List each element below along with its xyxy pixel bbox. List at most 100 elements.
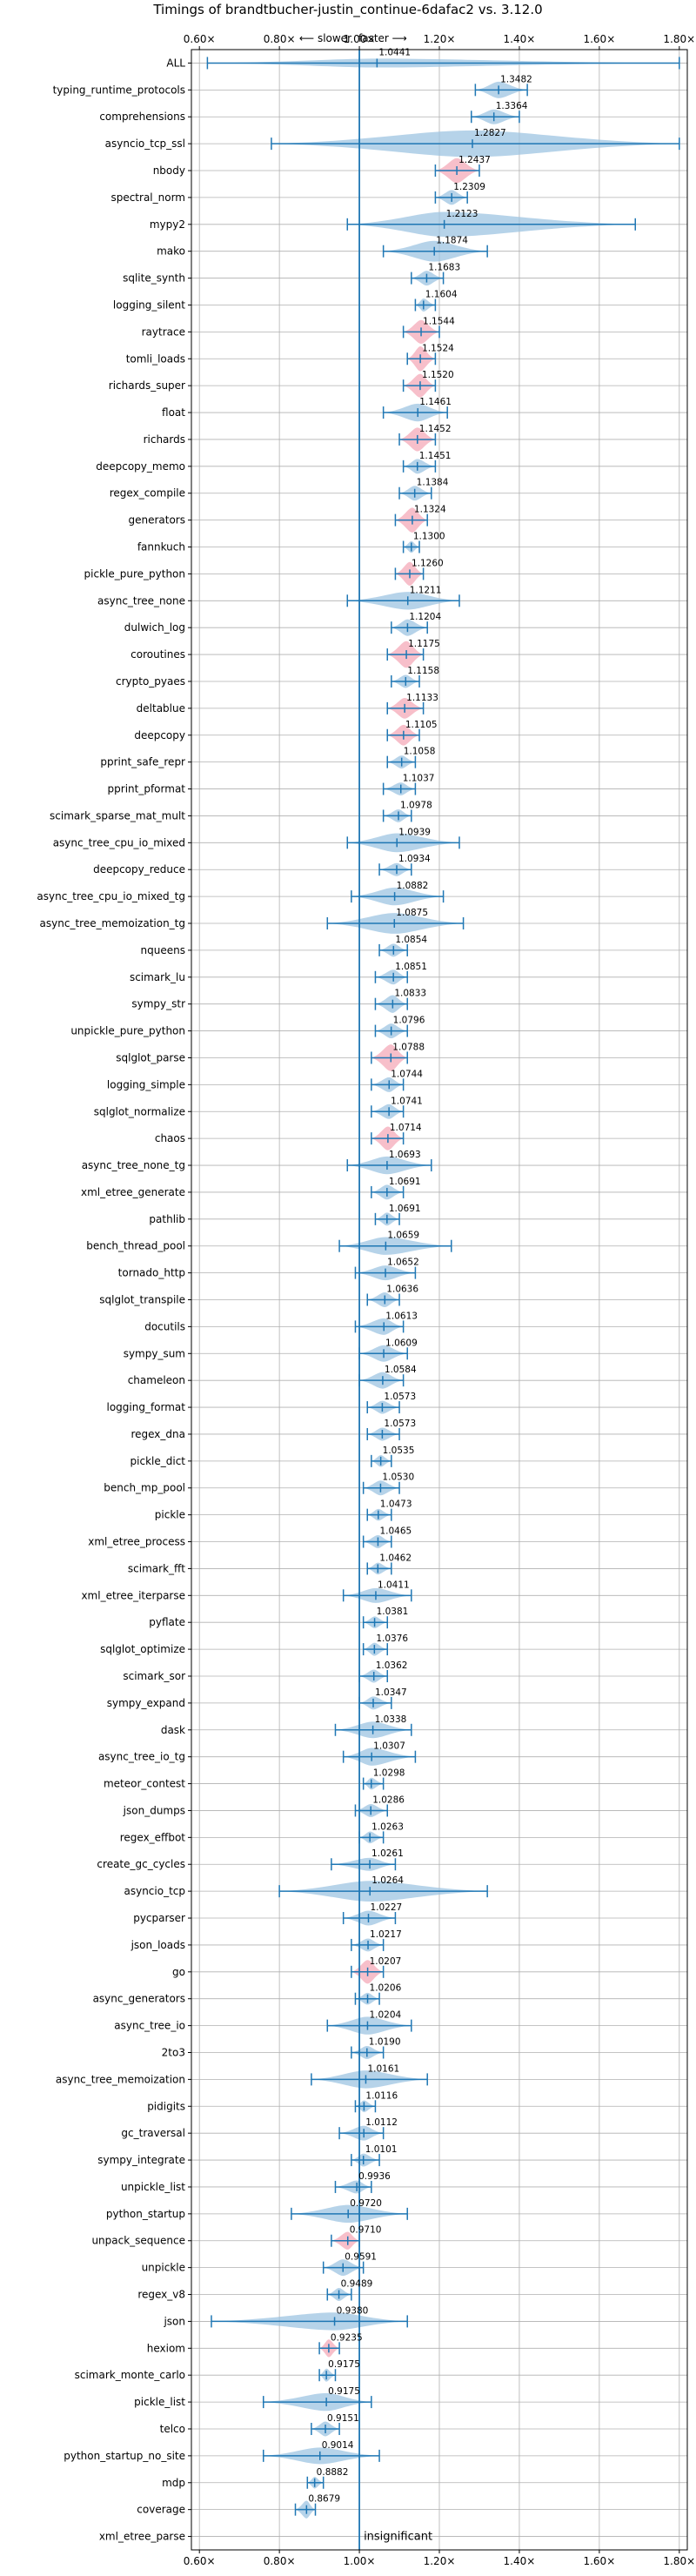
value-label: 1.0882 — [397, 881, 429, 891]
value-label: 1.0206 — [370, 1983, 402, 1994]
benchmark-label: xml_etree_parse — [99, 2531, 185, 2543]
value-label: 0.9720 — [350, 2198, 382, 2209]
value-label: 1.0217 — [370, 1929, 402, 1940]
value-label: 1.1524 — [422, 343, 454, 353]
benchmark-label: deepcopy_memo — [96, 460, 185, 473]
value-label: 1.2437 — [458, 155, 491, 165]
value-label: 0.8679 — [308, 2494, 340, 2505]
benchmark-label: hexiom — [147, 2342, 185, 2354]
benchmark-label: pickle_pure_python — [84, 567, 185, 580]
value-label: 1.0609 — [385, 1338, 418, 1348]
value-label: 1.0263 — [371, 1821, 404, 1832]
benchmark-label: coroutines — [130, 648, 185, 661]
x-tick-label-bottom: 1.40× — [504, 2555, 536, 2567]
value-label: 1.0462 — [379, 1553, 412, 1563]
value-label: 1.1105 — [405, 720, 438, 730]
value-label: 1.1300 — [413, 532, 445, 542]
plot-frame — [191, 49, 688, 2551]
value-label: 1.1260 — [412, 558, 444, 568]
benchmark-label: scimark_lu — [130, 971, 185, 983]
value-label: 1.0573 — [384, 1419, 416, 1429]
benchmark-label: xml_etree_process — [88, 1536, 185, 1548]
slower-label: ⟵ slower — [299, 32, 351, 44]
benchmark-label: generators — [128, 514, 185, 527]
value-label: 1.1604 — [425, 289, 458, 299]
benchmark-label: scimark_sor — [123, 1670, 185, 1682]
benchmark-label: json — [163, 2315, 185, 2327]
value-label: 1.0338 — [375, 1714, 407, 1725]
benchmark-label: deepcopy — [134, 729, 185, 741]
value-label: 0.9380 — [337, 2305, 369, 2316]
benchmark-label: telco — [160, 2423, 185, 2435]
benchmark-label: async_tree_none — [97, 594, 185, 607]
benchmark-label: dulwich_log — [124, 621, 185, 634]
benchmark-label: pickle_dict — [130, 1455, 186, 1467]
benchmark-label: asyncio_tcp — [124, 1885, 185, 1897]
value-label: 1.1058 — [404, 747, 436, 757]
value-label: 1.0376 — [376, 1633, 408, 1644]
value-label: 1.0693 — [389, 1150, 421, 1160]
x-tick-label-top: 1.80× — [663, 33, 695, 45]
violins — [206, 57, 680, 2519]
chart-title: Timings of brandtbucher-justin_continue-… — [152, 2, 542, 18]
x-axis: 0.60× 0.60× 0.80× 0.80× 1.00× 1.00× 1.20× 1.20×… — [184, 33, 695, 2567]
benchmark-label: deltablue — [137, 702, 185, 714]
benchmark-label: tomli_loads — [126, 352, 185, 365]
value-label: 1.1452 — [419, 424, 452, 434]
benchmark-label: create_gc_cycles — [97, 1858, 185, 1870]
benchmark-label: mako — [157, 245, 185, 258]
value-label: 0.9710 — [350, 2225, 382, 2236]
benchmark-label: logging_format — [106, 1401, 185, 1413]
value-label: 1.0101 — [365, 2144, 398, 2155]
value-label: 1.0636 — [386, 1285, 418, 1295]
insignificant-label: insignificant — [364, 2531, 432, 2544]
x-tick-label-bottom: 1.20× — [424, 2555, 456, 2567]
benchmark-label: ALL — [166, 57, 185, 69]
benchmark-label: raytrace — [142, 325, 185, 338]
value-label: 1.1544 — [423, 316, 455, 326]
benchmark-label: chaos — [155, 1132, 185, 1144]
value-label: 1.1204 — [409, 612, 441, 622]
value-label: 1.0714 — [390, 1123, 422, 1133]
value-label: 1.0473 — [380, 1499, 412, 1510]
benchmark-label: logging_simple — [107, 1078, 185, 1090]
benchmark-label: scimark_sparse_mat_mult — [50, 809, 185, 822]
value-label: 0.9151 — [327, 2413, 359, 2424]
value-label: 1.1037 — [403, 774, 435, 784]
grid — [191, 50, 687, 2550]
value-label: 1.1683 — [428, 263, 460, 273]
benchmark-label: go — [172, 1966, 185, 1978]
value-label: 1.0613 — [385, 1311, 418, 1321]
x-tick-label-top: 1.40× — [504, 33, 536, 45]
value-label: 0.9014 — [322, 2440, 354, 2451]
value-label: 1.0298 — [373, 1768, 405, 1779]
benchmark-label: python_startup_no_site — [64, 2450, 185, 2462]
value-label: 1.3482 — [500, 74, 532, 84]
value-label: 0.9936 — [358, 2171, 391, 2182]
benchmark-label: async_generators — [93, 1993, 185, 2005]
benchmark-label: spectral_norm — [110, 191, 185, 204]
value-label: 1.2309 — [453, 182, 485, 192]
value-label: 1.0530 — [382, 1472, 414, 1483]
value-label: 1.0347 — [375, 1687, 407, 1698]
value-label: 1.0854 — [395, 935, 427, 945]
x-tick-label-top: 1.20× — [424, 33, 456, 45]
value-label: 0.8882 — [317, 2467, 349, 2478]
benchmark-label: crypto_pyaes — [116, 675, 185, 688]
value-label: 1.0227 — [370, 1902, 402, 1913]
benchmark-label: sqlglot_normalize — [94, 1105, 185, 1117]
x-tick-label-bottom: 1.80× — [663, 2555, 695, 2567]
benchmark-label: richards_super — [109, 379, 185, 392]
faster-label: faster ⟶ — [358, 32, 407, 44]
benchmark-label: gc_traversal — [121, 2127, 185, 2139]
value-label: 1.0659 — [387, 1231, 419, 1241]
benchmark-label: 2to3 — [162, 2046, 185, 2058]
benchmark-label: pickle — [155, 1509, 185, 1521]
benchmark-label: richards — [144, 433, 185, 446]
value-label: 1.0307 — [373, 1741, 405, 1752]
benchmark-label: async_tree_none_tg — [82, 1159, 185, 1171]
benchmark-label: xml_etree_generate — [81, 1186, 185, 1198]
benchmark-label: regex_dna — [130, 1428, 185, 1440]
value-label: 1.1324 — [414, 505, 446, 515]
value-label: 1.3364 — [496, 101, 528, 111]
